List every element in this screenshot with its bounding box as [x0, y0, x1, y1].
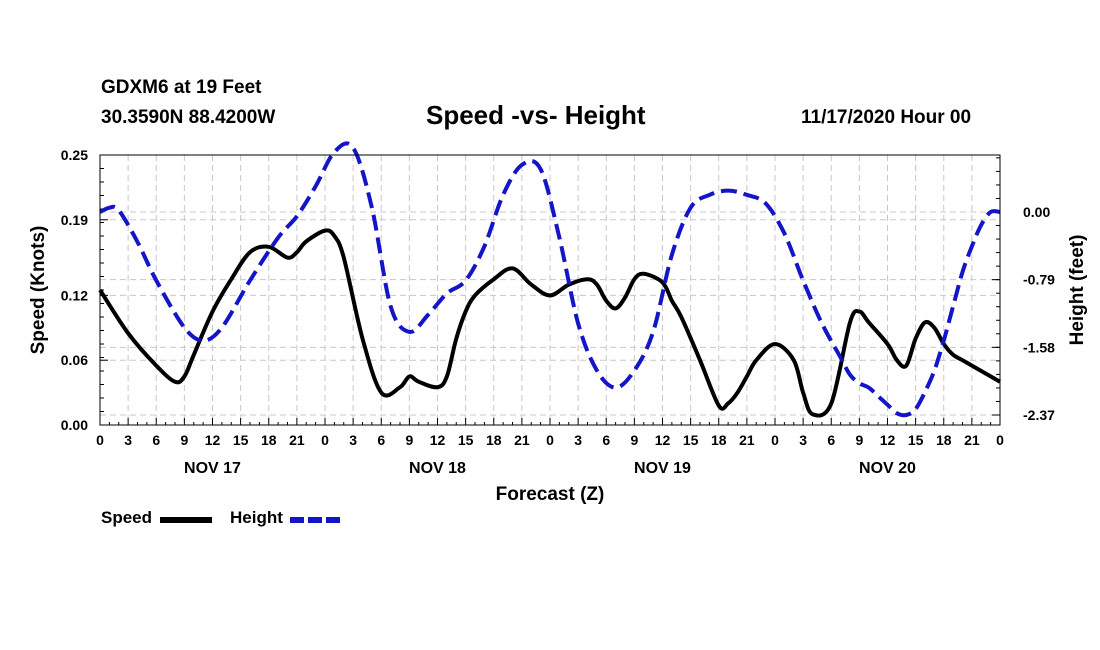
- station-coordinates: 30.3590N 88.4200W: [101, 107, 276, 128]
- x-tick-label: 6: [827, 432, 835, 448]
- forecast-datetime: 11/17/2020 Hour 00: [801, 107, 972, 128]
- x-tick-label: 21: [514, 432, 530, 448]
- y-left-tick-label: 0.00: [61, 417, 88, 433]
- x-tick-label: 21: [964, 432, 980, 448]
- series: [98, 141, 1001, 418]
- x-tick-label: 21: [739, 432, 755, 448]
- x-tick-label: 12: [430, 432, 446, 448]
- series-line-height: [99, 141, 1001, 418]
- x-tick-label: 0: [771, 432, 779, 448]
- x-tick-label: 3: [349, 432, 357, 448]
- x-tick-label: 6: [152, 432, 160, 448]
- y-right-tick-label: 0.00: [1023, 204, 1050, 220]
- x-tick-label: 6: [602, 432, 610, 448]
- y-axis-label-left: Speed (Knots): [28, 226, 49, 355]
- legend-height-label: Height: [230, 508, 283, 527]
- x-tick-label: 18: [261, 432, 277, 448]
- x-tick-label: 18: [486, 432, 502, 448]
- chart-title: Speed -vs- Height: [426, 100, 646, 130]
- y-right-tick-label: -0.79: [1023, 272, 1055, 288]
- x-tick-label: 9: [630, 432, 638, 448]
- x-tick-label: 9: [405, 432, 413, 448]
- station-title: GDXM6 at 19 Feet: [101, 77, 262, 98]
- x-day-label: NOV 19: [634, 460, 691, 477]
- plot-frame: [99, 154, 1001, 426]
- y-right-tick-label: -2.37: [1023, 407, 1055, 423]
- y-left-tick-label: 0.06: [61, 352, 88, 368]
- x-tick-label: 3: [799, 432, 807, 448]
- y-left-tick-label: 0.19: [61, 212, 88, 228]
- x-tick-label: 15: [908, 432, 924, 448]
- x-tick-label: 12: [205, 432, 221, 448]
- x-tick-label: 9: [180, 432, 188, 448]
- y-left-tick-label: 0.12: [61, 287, 88, 303]
- y-right-tick-label: -1.58: [1023, 339, 1055, 355]
- x-tick-label: 15: [458, 432, 474, 448]
- x-tick-label: 12: [880, 432, 896, 448]
- x-tick-label: 0: [321, 432, 329, 448]
- y-axis-label-right: Height (feet): [1067, 235, 1088, 346]
- x-day-label: NOV 17: [184, 460, 241, 477]
- x-tick-label: 18: [711, 432, 727, 448]
- x-tick-label: 15: [683, 432, 699, 448]
- y-left-tick-label: 0.25: [61, 147, 88, 163]
- x-tick-label: 18: [936, 432, 952, 448]
- x-tick-label: 21: [289, 432, 305, 448]
- legend-speed-label: Speed: [101, 508, 153, 527]
- x-tick-label: 3: [124, 432, 132, 448]
- x-tick-label: 0: [996, 432, 1004, 448]
- x-tick-label: 3: [574, 432, 582, 448]
- x-tick-label: 0: [546, 432, 554, 448]
- x-tick-label: 12: [655, 432, 671, 448]
- x-tick-label: 0: [96, 432, 104, 448]
- legend-speed-swatch: [160, 517, 212, 523]
- x-tick-label: 6: [377, 432, 385, 448]
- x-tick-label: 15: [233, 432, 249, 448]
- x-day-label: NOV 18: [409, 460, 466, 477]
- x-axis-label: Forecast (Z): [496, 484, 605, 505]
- grid: [100, 155, 1000, 425]
- x-tick-label: 9: [855, 432, 863, 448]
- series-line-speed: [98, 228, 1001, 418]
- x-day-label: NOV 20: [859, 460, 916, 477]
- legend-height-swatch: [290, 517, 342, 523]
- axis-labels: 0 3 6 9 12 15 18 21 0 3 6 9 12 15 18 21 0 3 6 9 12 15 18 21 0 3 6 9…: [61, 147, 1055, 477]
